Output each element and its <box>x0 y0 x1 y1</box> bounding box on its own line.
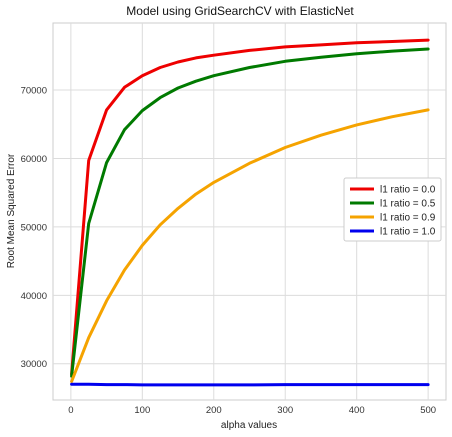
x-tick-label: 500 <box>420 405 436 416</box>
series-line-1 <box>70 47 430 378</box>
y-tick-label: 50000 <box>21 222 47 233</box>
x-tick-label: 0 <box>68 405 73 416</box>
y-tick-labels: 30000 40000 50000 60000 70000 <box>21 86 47 371</box>
y-tick-label: 30000 <box>21 359 47 370</box>
legend-label: l1 ratio = 0.0 <box>380 185 436 196</box>
x-tick-label: 300 <box>277 405 293 416</box>
x-tick-labels: 0 100 200 300 400 500 <box>68 405 436 416</box>
x-tick-label: 100 <box>134 405 150 416</box>
y-tick-label: 60000 <box>21 154 47 165</box>
legend-box <box>343 177 442 242</box>
legend-label: l1 ratio = 0.9 <box>380 213 436 224</box>
series-line-2 <box>70 108 430 383</box>
legend: l1 ratio = 0.0 l1 ratio = 0.5 l1 ratio = 0… <box>343 177 442 242</box>
legend-label: l1 ratio = 1.0 <box>380 227 436 238</box>
y-tick-label: 40000 <box>21 291 47 302</box>
x-tick-label: 200 <box>206 405 222 416</box>
legend-label: l1 ratio = 0.5 <box>380 199 436 210</box>
series-line-3 <box>70 382 430 387</box>
y-tick-label: 70000 <box>21 86 47 97</box>
series-lines <box>70 38 430 387</box>
series-line-0 <box>70 38 430 376</box>
chart-title: Model using GridSearchCV with ElasticNet <box>126 4 354 18</box>
x-axis-title: alpha values <box>221 420 277 431</box>
y-axis-title: Root Mean Squared Error <box>6 153 17 268</box>
x-tick-label: 400 <box>349 405 365 416</box>
